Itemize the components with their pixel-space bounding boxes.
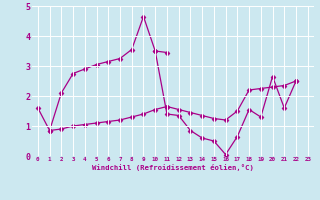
X-axis label: Windchill (Refroidissement éolien,°C): Windchill (Refroidissement éolien,°C) bbox=[92, 164, 254, 171]
